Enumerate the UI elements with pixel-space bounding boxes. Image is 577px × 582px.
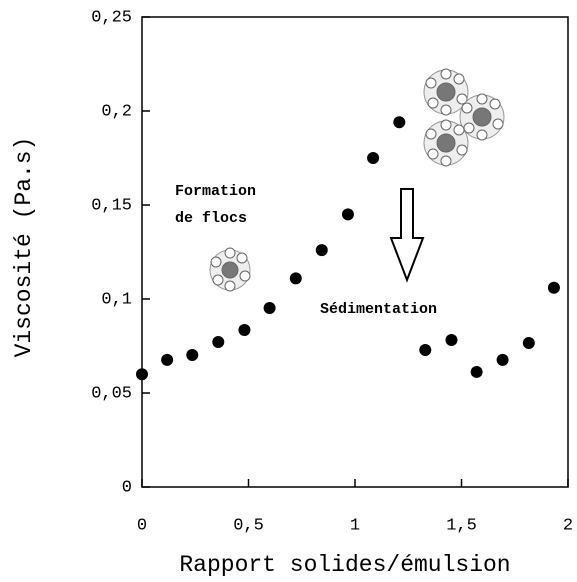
point bbox=[238, 324, 251, 337]
y-tick-label: 0 bbox=[122, 478, 132, 497]
point bbox=[341, 208, 354, 221]
point bbox=[445, 333, 458, 346]
x-tick-label: 0 bbox=[137, 516, 147, 535]
y-tick-label: 0,2 bbox=[101, 102, 132, 121]
point bbox=[367, 152, 380, 164]
point bbox=[263, 302, 276, 315]
point bbox=[315, 244, 328, 257]
point bbox=[393, 116, 406, 129]
point bbox=[496, 353, 509, 366]
annotation: Formation bbox=[175, 183, 256, 200]
point bbox=[161, 353, 174, 366]
arrow bbox=[389, 188, 425, 283]
y-tick-label: 0,15 bbox=[91, 196, 132, 215]
point bbox=[522, 336, 535, 349]
y-axis-title: Viscosité (Pa.s) bbox=[11, 137, 37, 358]
y-tick-label: 0,25 bbox=[91, 8, 132, 27]
x-tick-label: 1,5 bbox=[446, 516, 477, 535]
point bbox=[289, 272, 302, 285]
y-tick-label: 0,1 bbox=[101, 290, 132, 309]
x-tick-label: 0,5 bbox=[233, 516, 264, 535]
annotation: de flocs bbox=[175, 210, 247, 227]
floc-icons bbox=[209, 68, 505, 292]
point bbox=[547, 281, 560, 294]
x-axis-title: Rapport solides/émulsion bbox=[179, 552, 510, 578]
point bbox=[212, 336, 225, 349]
annotation: Sédimentation bbox=[320, 301, 437, 318]
point bbox=[186, 349, 199, 362]
point bbox=[136, 368, 148, 381]
point bbox=[470, 365, 483, 378]
x-tick-label: 2 bbox=[563, 516, 573, 535]
point bbox=[419, 343, 432, 356]
plot-frame bbox=[141, 16, 569, 488]
x-tick-label: 1 bbox=[350, 516, 360, 535]
y-tick-label: 0,05 bbox=[91, 384, 132, 403]
